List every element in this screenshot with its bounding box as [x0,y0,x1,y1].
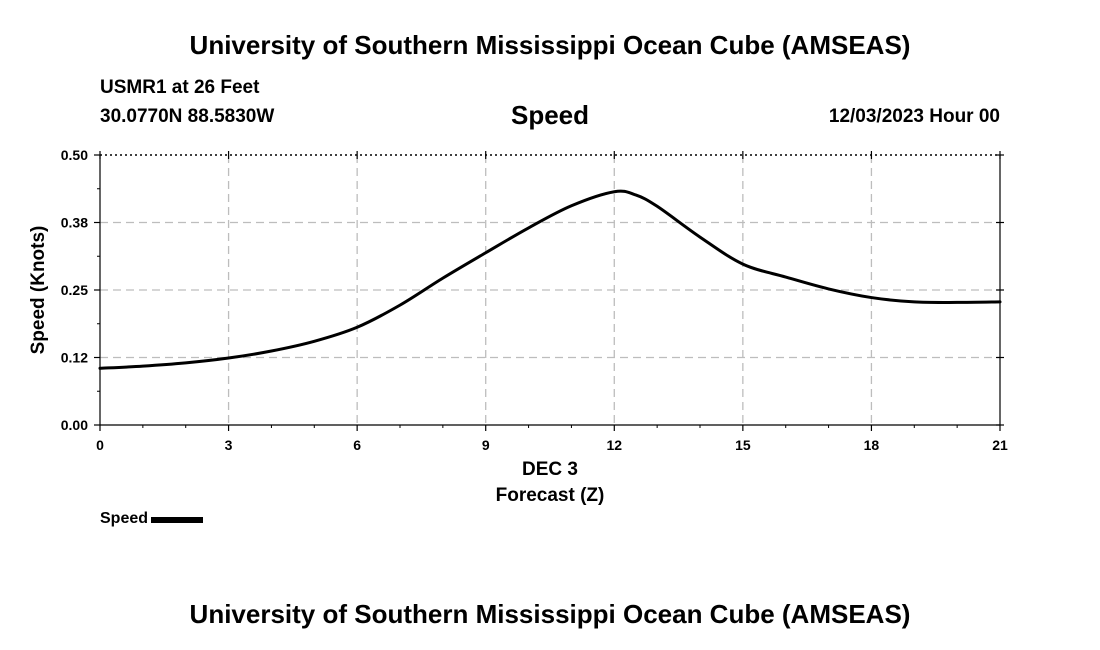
station-label: USMR1 at 26 Feet [100,77,260,98]
x-tick-label: 6 [353,437,361,453]
speed-series-line [98,189,1002,370]
y-tick-label: 0.12 [61,350,88,366]
y-tick-label: 0.00 [61,417,88,433]
page-title: University of Southern Mississippi Ocean… [189,30,911,60]
y-tick-label: 0.38 [61,215,88,231]
legend-line-swatch [151,517,204,523]
legend: Speed [100,510,204,528]
chart-title: Speed [510,100,590,130]
y-axis-title: Speed (Knots) [28,226,49,355]
series-group [98,189,1002,370]
footer-title: University of Southern Mississippi Ocean… [189,599,911,629]
x-tick-label: 0 [96,437,104,453]
x-tick-label: 18 [864,437,880,453]
coordinates-label: 30.0770N 88.5830W [100,106,275,127]
legend-label: Speed [100,510,149,527]
x-tick-label: 12 [606,437,622,453]
x-axis-date-label: DEC 3 [522,459,578,480]
y-axis: 0.00 0.12 0.25 0.38 0.50 [61,147,1004,433]
x-tick-label: 21 [992,437,1008,453]
y-tick-label: 0.50 [61,147,88,163]
x-tick-label: 9 [482,437,490,453]
y-tick-label: 0.25 [61,282,88,298]
x-axis: 0 3 6 9 12 15 18 21 [96,151,1008,453]
timestamp-label: 12/03/2023 Hour 00 [828,106,1000,127]
grid-lines [100,155,1000,425]
x-axis-title: Forecast (Z) [496,485,605,506]
x-tick-label: 3 [225,437,233,453]
x-tick-label: 15 [735,437,751,453]
